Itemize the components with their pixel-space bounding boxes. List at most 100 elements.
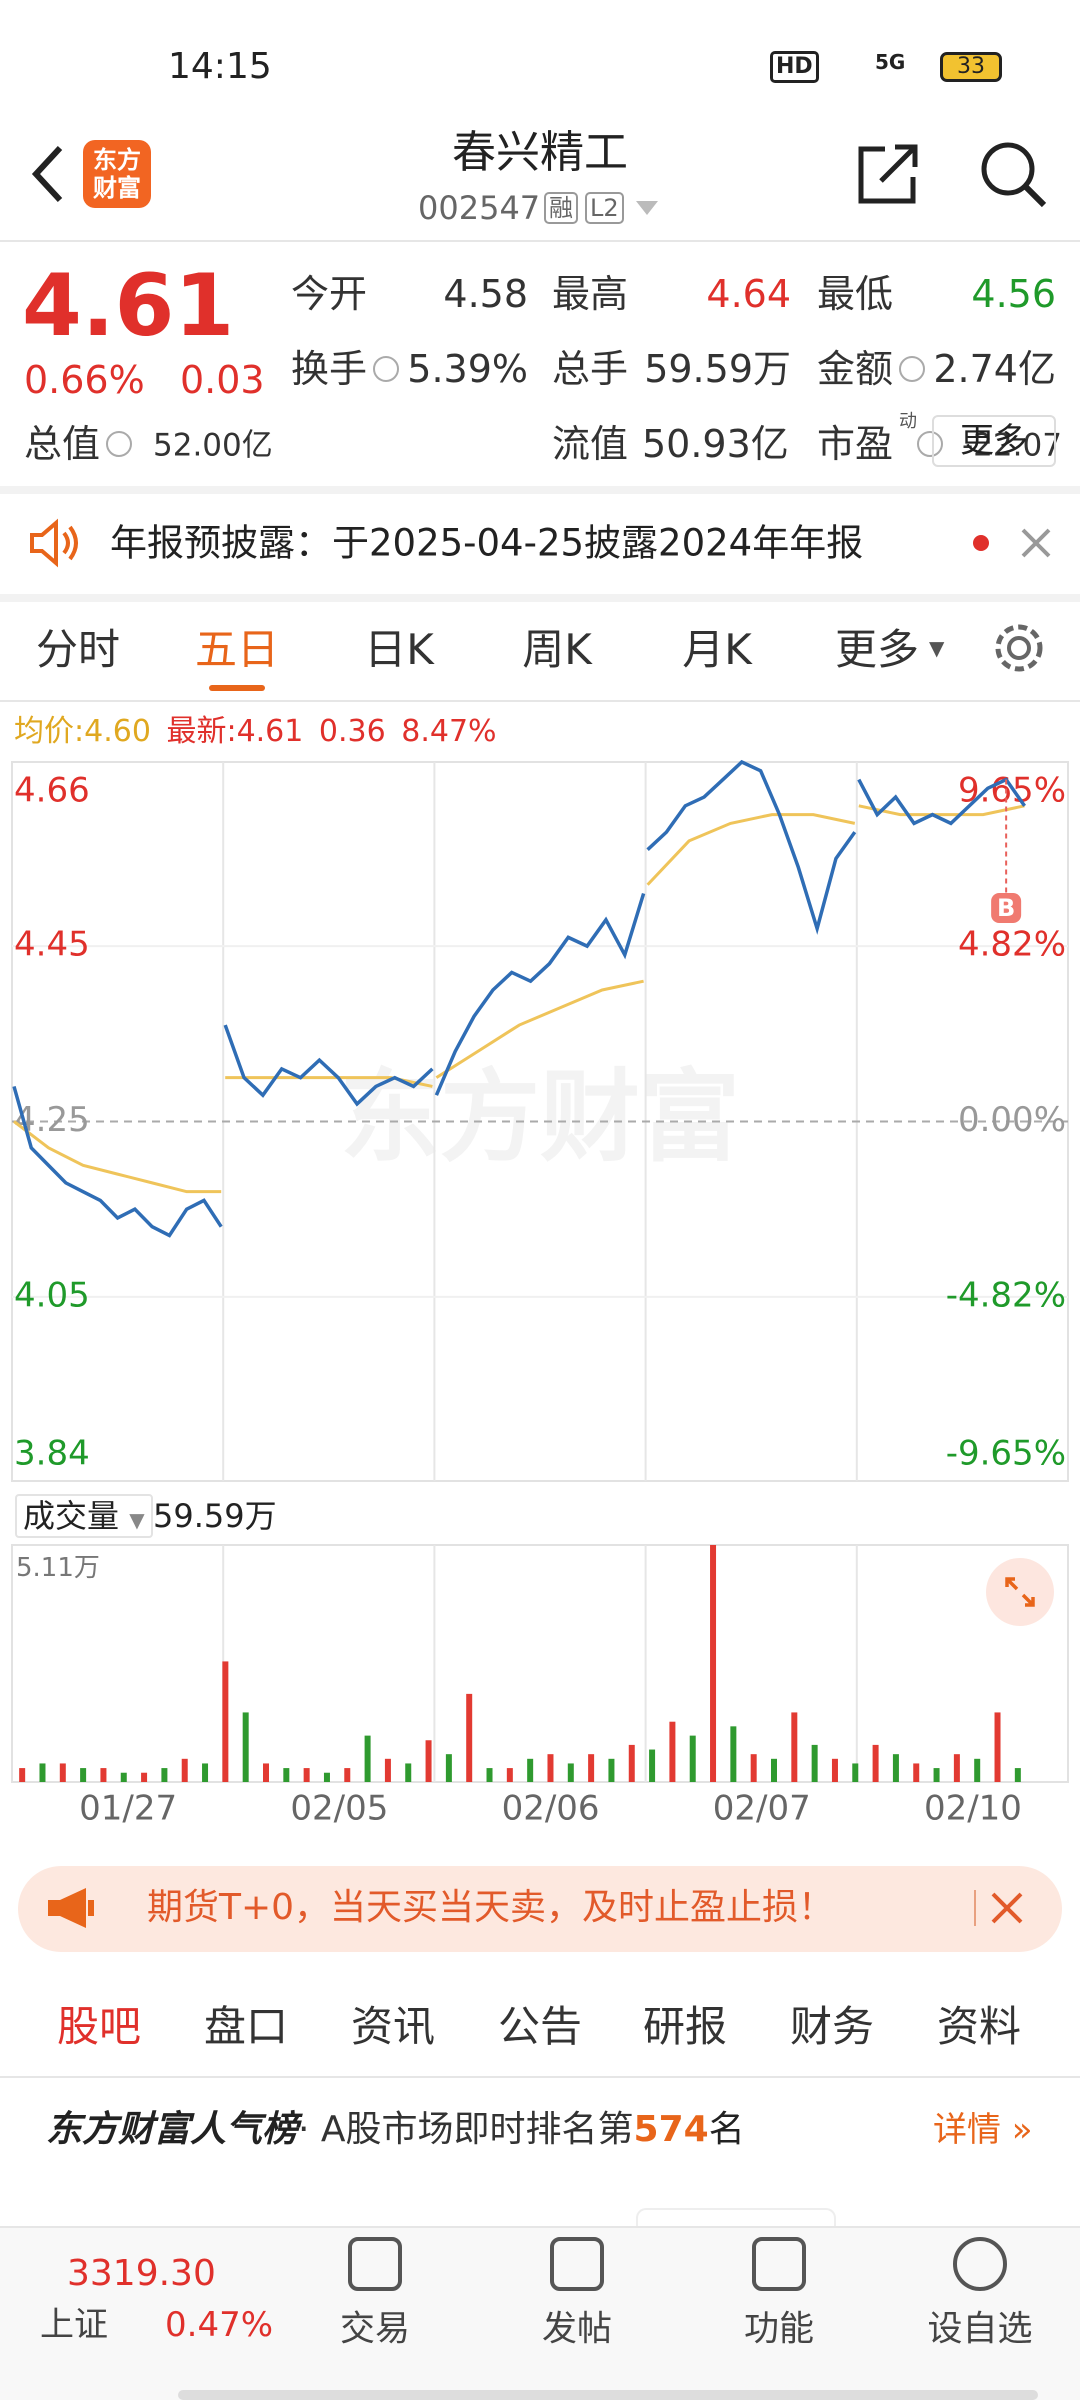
tab-arrow: ▼: [929, 636, 945, 660]
nav-label[interactable]: 功能: [743, 2309, 815, 2350]
notice-text[interactable]: 年报预披露：于2025-04-25披露2024年年报: [110, 521, 864, 565]
rank-detail[interactable]: 详情 »: [933, 2110, 1033, 2150]
volume-bar: [689, 1735, 696, 1782]
volume-bar: [425, 1740, 432, 1782]
field-label: 最低: [817, 272, 894, 316]
info-icon[interactable]: [373, 356, 399, 382]
legend-value: 4.60: [84, 714, 151, 749]
volume-bar: [628, 1744, 635, 1782]
nav-label[interactable]: 发帖: [541, 2309, 613, 2350]
volume-bar: [669, 1721, 676, 1782]
field-label: 换手: [291, 347, 368, 391]
nav-label[interactable]: 交易: [339, 2309, 411, 2350]
bottom-nav: [0, 2226, 1080, 2400]
volume-bar: [80, 1768, 87, 1782]
info-tab[interactable]: 资料: [936, 2002, 1022, 2051]
rank-row[interactable]: 东方财富人气榜· A股市场即时排名第574名: [46, 2112, 745, 2148]
expand-button[interactable]: [985, 1557, 1055, 1627]
tab[interactable]: 日K: [364, 625, 434, 674]
info-icon[interactable]: [106, 431, 132, 457]
avg-line: [435, 979, 644, 1079]
tab[interactable]: 分时: [35, 625, 121, 674]
ad-banner[interactable]: [18, 1866, 1062, 1952]
info-tab[interactable]: 盘口: [203, 2002, 289, 2051]
tab[interactable]: 五日: [194, 625, 280, 674]
info-tab[interactable]: 股吧: [56, 2002, 142, 2051]
field-value: 4.64: [706, 272, 791, 316]
battery: 33: [940, 52, 1002, 82]
volume-bar: [405, 1763, 412, 1782]
price: 4.61: [22, 256, 235, 356]
nav-label[interactable]: 设自选: [927, 2309, 1033, 2350]
info-tab[interactable]: 公告: [497, 2002, 583, 2051]
more-button[interactable]: 更多: [932, 415, 1056, 467]
card-edge: [636, 2208, 836, 2228]
volume-bar: [486, 1768, 493, 1782]
watermark: 东方财富: [340, 1058, 740, 1175]
volume-bar: [852, 1763, 859, 1782]
divider: [0, 1966, 1080, 1974]
volume-bar: [242, 1712, 249, 1782]
volume-total: 59.59万: [153, 1497, 277, 1535]
volume-bar: [750, 1754, 757, 1782]
volume-bar: [527, 1758, 534, 1782]
y-tick-label: 3.84: [14, 1434, 90, 1474]
search-button[interactable]: [978, 139, 1048, 209]
field-value: 52.00亿: [153, 427, 273, 464]
info-tab[interactable]: 研报: [642, 2002, 728, 2051]
nav-icon[interactable]: [953, 2237, 1007, 2291]
volume-selector[interactable]: 成交量 ▼: [15, 1494, 153, 1538]
hd-icon: HD: [770, 51, 819, 83]
volume-bar: [202, 1763, 209, 1782]
field-value: -22.07: [962, 427, 1062, 464]
nav-icon[interactable]: [752, 2237, 806, 2291]
price-line: [857, 777, 1026, 826]
dropdown[interactable]: [636, 201, 658, 215]
close-notice[interactable]: [1020, 527, 1052, 559]
volume-bar: [344, 1768, 351, 1782]
info-icon[interactable]: [899, 356, 925, 382]
change-pct: 0.66%: [24, 358, 145, 402]
tag: 融: [544, 192, 578, 224]
settings-button[interactable]: [992, 621, 1046, 675]
volume-bar: [59, 1763, 66, 1782]
price-line: [12, 1085, 223, 1238]
index-value[interactable]: 3319.30: [67, 2253, 216, 2294]
info-tab[interactable]: 财务: [789, 2002, 875, 2051]
price-line: [434, 893, 646, 1096]
volume-bar: [771, 1758, 777, 1782]
back-button[interactable]: [28, 144, 68, 204]
tab[interactable]: 更多: [834, 625, 920, 674]
close-ad[interactable]: [990, 1891, 1024, 1925]
volume-bar: [547, 1754, 554, 1782]
volume-bar: [994, 1712, 1001, 1782]
tab[interactable]: 周K: [522, 625, 592, 674]
nav-icon[interactable]: [550, 2237, 604, 2291]
field-label: 总值: [24, 422, 101, 466]
divider: [0, 700, 1080, 702]
x-tick-label: 01/27: [79, 1789, 177, 1829]
field-label: 流值: [552, 422, 629, 466]
info-tab[interactable]: 资讯: [350, 2002, 436, 2051]
nav-icon[interactable]: [348, 2237, 402, 2291]
volume-bar: [384, 1758, 391, 1782]
volume-bar: [1014, 1768, 1021, 1782]
volume-bar: [364, 1735, 371, 1782]
index-name[interactable]: 上证: [40, 2305, 108, 2345]
info-icon[interactable]: [917, 431, 943, 457]
ad-text[interactable]: 期货T+0，当天买当天卖，及时止盈止损！: [147, 1887, 835, 1928]
tab[interactable]: 月K: [682, 625, 752, 674]
volume-bar: [323, 1772, 330, 1782]
volume-max: 5.11万: [16, 1553, 100, 1583]
field-label: 金额: [817, 347, 894, 391]
volume-bar: [953, 1754, 960, 1782]
share-button[interactable]: [855, 141, 921, 207]
volume-bar: [730, 1726, 737, 1782]
rank-value: 574: [633, 2109, 709, 2150]
home-indicator: [178, 2390, 1038, 2400]
pct-tick-label: -9.65%: [946, 1434, 1066, 1474]
y-tick-label: 4.25: [14, 1100, 90, 1140]
index-pct[interactable]: 0.47%: [165, 2305, 274, 2345]
change: 0.03: [180, 358, 265, 402]
